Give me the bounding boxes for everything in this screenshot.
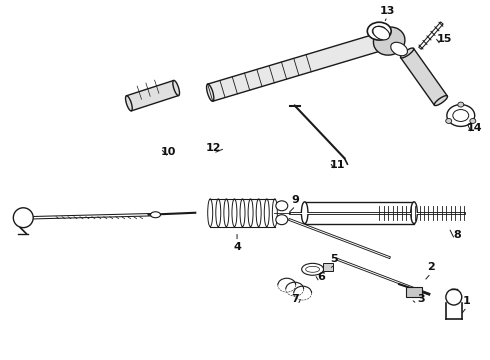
Text: 10: 10 [161,147,176,157]
Ellipse shape [446,118,452,123]
Text: 12: 12 [205,143,221,153]
Polygon shape [401,48,447,105]
Text: 6: 6 [318,272,325,282]
Ellipse shape [373,26,390,40]
Ellipse shape [173,80,179,95]
Ellipse shape [301,202,308,224]
Text: 5: 5 [331,255,338,264]
Text: 9: 9 [292,195,300,205]
Text: 3: 3 [417,294,425,304]
Ellipse shape [302,264,323,275]
Text: 13: 13 [379,6,395,16]
Ellipse shape [125,96,132,111]
Ellipse shape [458,102,464,107]
Ellipse shape [400,48,414,58]
Text: 2: 2 [427,262,435,272]
Ellipse shape [248,199,253,227]
Polygon shape [126,80,179,111]
Ellipse shape [207,84,214,101]
Ellipse shape [368,22,391,40]
Ellipse shape [276,201,288,211]
Ellipse shape [240,199,245,227]
Ellipse shape [470,118,476,123]
Ellipse shape [224,199,229,227]
Polygon shape [208,31,392,101]
Ellipse shape [373,27,405,55]
Text: 14: 14 [467,123,483,134]
Ellipse shape [391,42,408,56]
Bar [406,287,422,297]
Ellipse shape [264,199,269,227]
Circle shape [13,208,33,228]
Ellipse shape [272,199,277,227]
Text: 11: 11 [330,160,345,170]
Ellipse shape [232,199,237,227]
Ellipse shape [447,105,475,126]
Ellipse shape [216,199,221,227]
Text: 8: 8 [453,230,461,239]
Text: 7: 7 [291,294,298,304]
Polygon shape [305,202,414,224]
Text: 15: 15 [437,34,453,44]
Text: 4: 4 [233,243,241,252]
Ellipse shape [256,199,261,227]
Ellipse shape [434,96,447,105]
Ellipse shape [453,109,469,121]
Circle shape [446,289,462,305]
Ellipse shape [411,202,417,224]
Ellipse shape [208,199,213,227]
Ellipse shape [386,31,393,48]
Bar [322,264,333,271]
Ellipse shape [306,266,319,272]
Ellipse shape [276,215,288,225]
Ellipse shape [150,212,161,218]
Ellipse shape [372,26,386,36]
Text: 1: 1 [463,296,470,306]
